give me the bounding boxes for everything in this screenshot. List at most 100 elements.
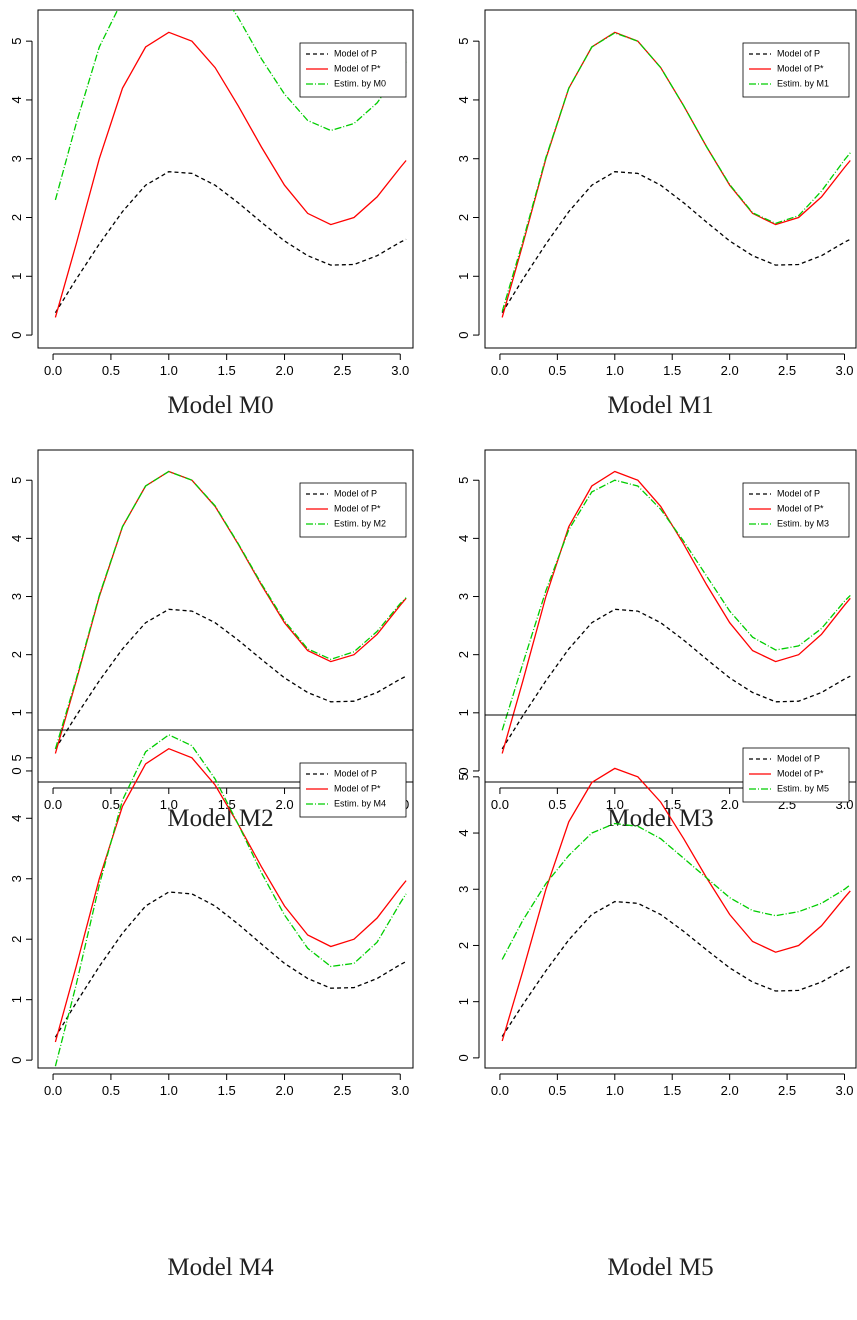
legend-label: Estim. by M5 bbox=[777, 783, 829, 793]
y-tick-label: 1 bbox=[456, 273, 471, 280]
y-tick-label: 0 bbox=[9, 331, 24, 338]
y-tick-label: 4 bbox=[9, 96, 24, 103]
x-tick-label: 2.5 bbox=[333, 1083, 351, 1098]
legend-label: Model of P bbox=[334, 768, 377, 778]
x-tick-label: 2.0 bbox=[275, 363, 293, 378]
x-tick-label: 3.0 bbox=[391, 1083, 409, 1098]
legend-label: Estim. by M4 bbox=[334, 798, 386, 808]
lines bbox=[501, 470, 851, 754]
y-tick-label: 3 bbox=[9, 875, 24, 882]
plot-frame bbox=[484, 714, 857, 1069]
legend-label: Estim. by M2 bbox=[334, 518, 386, 528]
legend: Model of P Model of P* Estim. by M2 bbox=[299, 482, 407, 538]
plot-frame bbox=[37, 449, 414, 783]
chart-caption: Model M2 bbox=[167, 805, 273, 832]
x-tick-label: 0.5 bbox=[102, 1083, 120, 1098]
series-line bbox=[501, 900, 851, 1037]
y-tick-label: 1 bbox=[456, 998, 471, 1005]
chart-caption: Model M4 bbox=[167, 1254, 274, 1281]
x-tick-label: 3.0 bbox=[391, 363, 409, 378]
x-tick-label: 0.5 bbox=[102, 797, 120, 812]
series-line bbox=[54, 10, 407, 201]
x-tick-label: 2.0 bbox=[721, 1083, 739, 1098]
x-tick-label: 0.0 bbox=[44, 363, 62, 378]
y-tick-label: 3 bbox=[456, 886, 471, 893]
x-tick-label: 2.0 bbox=[275, 1083, 293, 1098]
x-tick-label: 2.5 bbox=[778, 1083, 796, 1098]
plot-frame bbox=[37, 9, 414, 349]
lines bbox=[54, 470, 407, 754]
y-tick-label: 2 bbox=[456, 651, 471, 658]
series-line bbox=[54, 608, 407, 750]
x-tick-label: 0.0 bbox=[491, 1083, 509, 1098]
y-tick-label: 3 bbox=[456, 593, 471, 600]
y-tick-label: 1 bbox=[9, 273, 24, 280]
x-tick-label: 0.0 bbox=[491, 363, 509, 378]
x-tick-label: 2.5 bbox=[333, 363, 351, 378]
series-line bbox=[501, 767, 851, 1042]
x-tick-label: 0.5 bbox=[548, 797, 566, 812]
lines bbox=[54, 734, 407, 1067]
legend: Model of P Model of P* Estim. by M5 bbox=[742, 747, 850, 803]
legend-box bbox=[742, 482, 850, 538]
x-tick-label: 1.0 bbox=[160, 363, 178, 378]
legend-label: Model of P* bbox=[777, 63, 824, 73]
series-line bbox=[501, 171, 851, 314]
legend-box bbox=[299, 762, 407, 818]
plot-frame bbox=[484, 9, 857, 349]
series-line bbox=[501, 479, 851, 731]
legend-label: Model of P bbox=[777, 488, 820, 498]
legend-box bbox=[742, 42, 850, 98]
y-tick-label: 0 bbox=[456, 767, 471, 774]
x-tick-label: 2.0 bbox=[721, 797, 739, 812]
x-tick-label: 0.0 bbox=[44, 797, 62, 812]
legend-label: Model of P* bbox=[334, 63, 381, 73]
legend-label: Model of P bbox=[777, 48, 820, 58]
x-tick-label: 0.5 bbox=[548, 1083, 566, 1098]
y-tick-label: 0 bbox=[9, 767, 24, 774]
series-line bbox=[54, 31, 407, 318]
legend-label: Estim. by M1 bbox=[777, 78, 829, 88]
x-tick-label: 0.0 bbox=[44, 1083, 62, 1098]
y-tick-label: 4 bbox=[456, 96, 471, 103]
x-tick-label: 1.5 bbox=[663, 1083, 681, 1098]
y-tick-label: 0 bbox=[9, 1057, 24, 1064]
y-tick-label: 1 bbox=[456, 709, 471, 716]
x-tick-label: 1.5 bbox=[663, 797, 681, 812]
series-line bbox=[54, 734, 407, 1067]
legend-label: Model of P* bbox=[777, 503, 824, 513]
chart-caption: Model M1 bbox=[607, 392, 713, 419]
y-tick-label: 5 bbox=[9, 754, 24, 761]
y-tick-label: 2 bbox=[456, 942, 471, 949]
legend-label: Model of P* bbox=[777, 768, 824, 778]
x-tick-label: 1.5 bbox=[218, 363, 236, 378]
x-tick-label: 2.0 bbox=[721, 363, 739, 378]
y-tick-label: 3 bbox=[9, 155, 24, 162]
y-tick-label: 3 bbox=[456, 155, 471, 162]
y-tick-label: 2 bbox=[9, 651, 24, 658]
y-tick-label: 5 bbox=[456, 38, 471, 45]
chart-caption: Model M5 bbox=[607, 1254, 713, 1281]
x-tick-label: 2.5 bbox=[778, 363, 796, 378]
x-tick-label: 1.5 bbox=[218, 1083, 236, 1098]
legend: Model of P Model of P* Estim. by M0 bbox=[299, 42, 407, 98]
y-tick-label: 5 bbox=[456, 477, 471, 484]
y-tick-label: 4 bbox=[9, 535, 24, 542]
legend-label: Model of P bbox=[334, 48, 377, 58]
legend-box bbox=[742, 747, 850, 803]
plot-frame bbox=[37, 729, 414, 1069]
lines bbox=[501, 767, 851, 1042]
series-line bbox=[54, 470, 407, 750]
x-tick-label: 0.0 bbox=[491, 797, 509, 812]
legend: Model of P Model of P* Estim. by M4 bbox=[299, 762, 407, 818]
series-line bbox=[501, 822, 851, 960]
chart-caption: Model M3 bbox=[607, 805, 713, 832]
y-tick-label: 4 bbox=[456, 535, 471, 542]
legend-label: Model of P* bbox=[334, 783, 381, 793]
chart-caption: Model M0 bbox=[167, 392, 273, 419]
y-tick-label: 4 bbox=[9, 815, 24, 822]
